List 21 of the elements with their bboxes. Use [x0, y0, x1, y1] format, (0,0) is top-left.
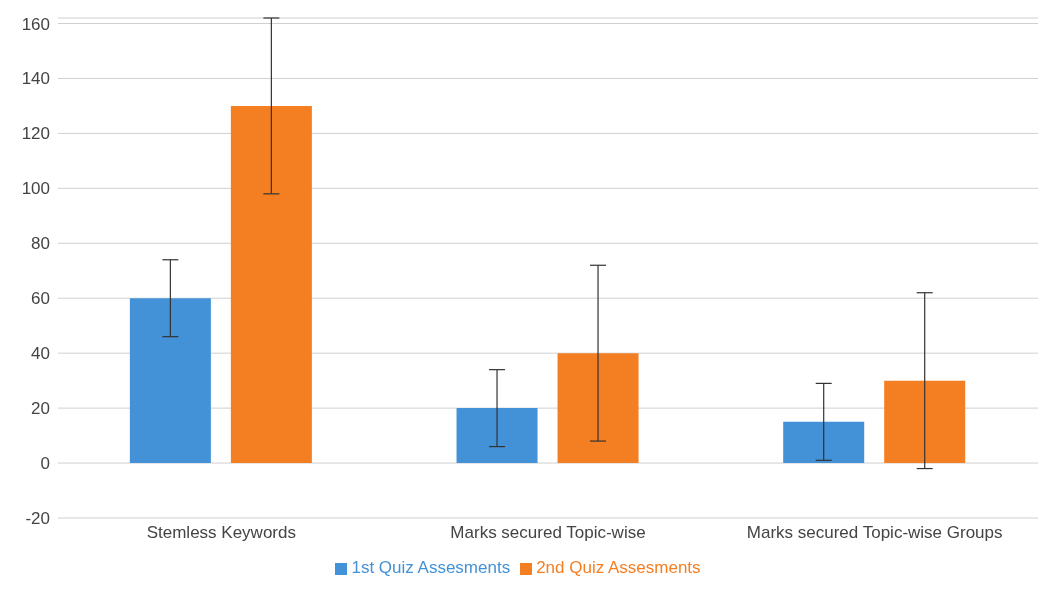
bar [456, 408, 538, 464]
bar [230, 105, 312, 464]
y-tick-label: 0 [40, 454, 50, 474]
y-tick-label: 20 [31, 399, 50, 419]
bar [557, 353, 639, 464]
y-tick-label: 100 [21, 179, 50, 199]
y-tick-label: 160 [21, 14, 50, 34]
legend-label: 1st Quiz Assesments [351, 558, 511, 577]
legend-label: 2nd Quiz Assesments [536, 558, 701, 577]
x-tick-label: Marks secured Topic-wise Groups [746, 523, 1003, 543]
bar [783, 421, 865, 464]
y-tick-label: 80 [31, 234, 50, 254]
y-tick-label: 120 [21, 124, 50, 144]
x-tick-label: Stemless Keywords [146, 523, 296, 543]
y-tick-label: 60 [31, 289, 50, 309]
y-tick-label: 140 [21, 69, 50, 89]
y-tick-label: -20 [25, 509, 50, 529]
y-tick-label: 40 [31, 344, 50, 364]
bar [129, 298, 211, 464]
bar [884, 380, 966, 464]
x-tick-label: Marks secured Topic-wise [450, 523, 646, 543]
